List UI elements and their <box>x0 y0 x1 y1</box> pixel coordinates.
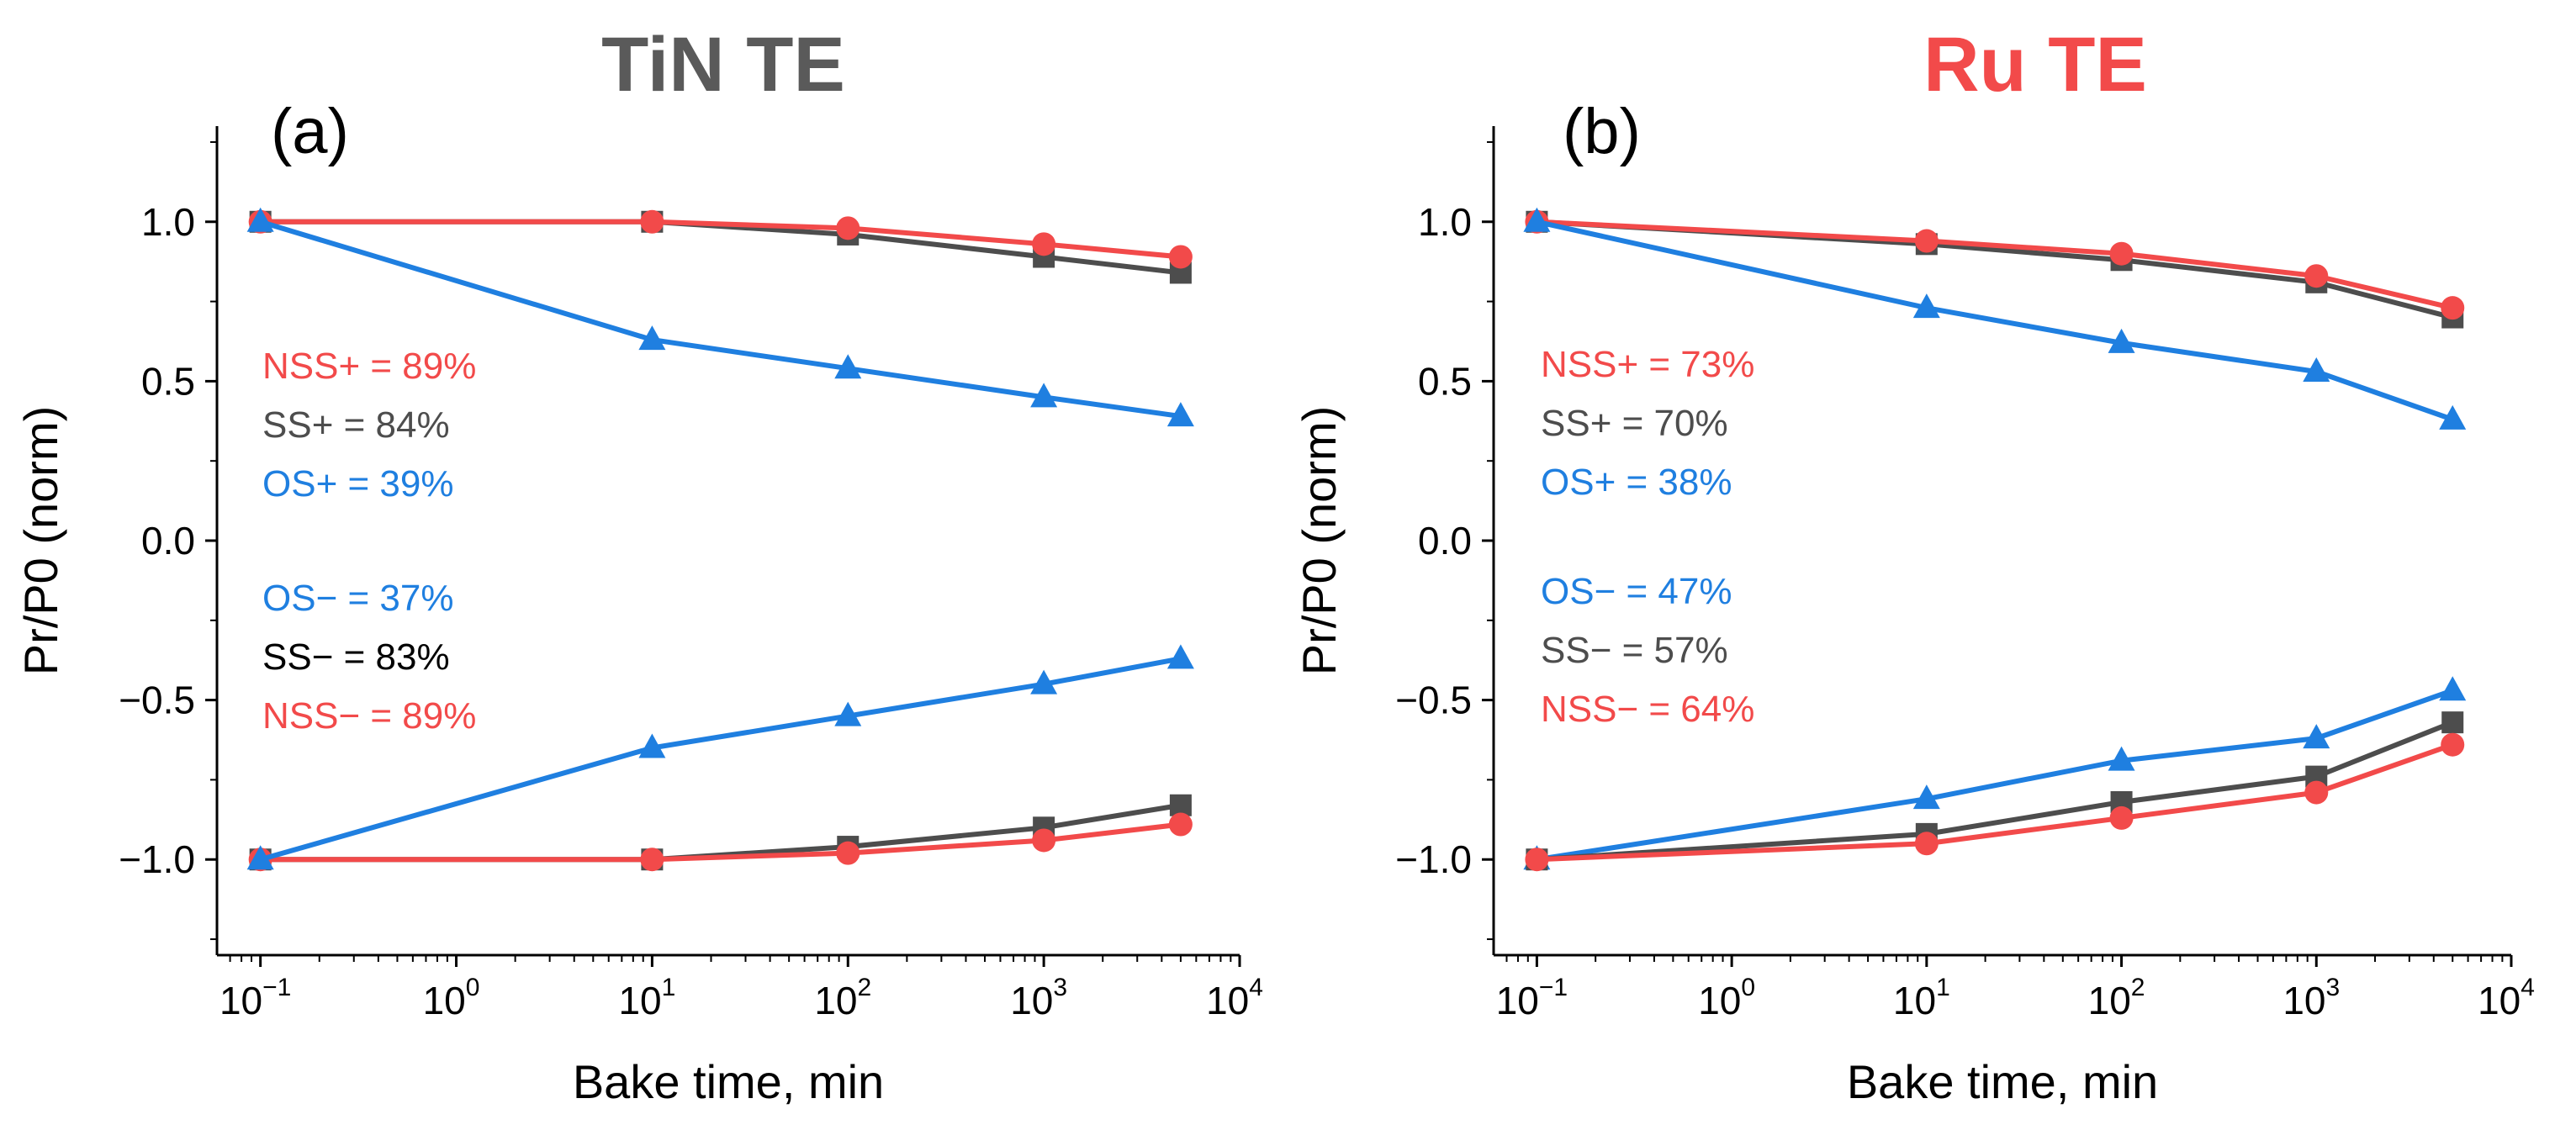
panel-label: (b) <box>1563 96 1641 167</box>
chart-panel-b: Ru TE (b) −1.0 −0.5 0.0 0.5 1.0 10−1 100 101 102 10… <box>1293 22 2535 1108</box>
x-tick-label: 10−1 <box>220 974 291 1022</box>
data-point-NSS+ <box>640 209 664 234</box>
y-tick-label: 0.0 <box>1418 519 1472 562</box>
annotation-text: NSS− = 64% <box>1541 689 1754 730</box>
data-point-NSS+ <box>1914 229 1939 253</box>
y-tick-label: 1.0 <box>1418 200 1472 244</box>
y-axis-label: Pr/P0 (norm) <box>1293 406 1346 676</box>
data-point-NSS− <box>2304 780 2329 805</box>
annotation-text: OS+ = 38% <box>1541 462 1732 503</box>
data-point-OS+ <box>1912 293 1940 319</box>
y-tick-label: −1.0 <box>1395 837 1472 881</box>
x-tick-label: 104 <box>2478 974 2535 1022</box>
data-point-NSS− <box>1914 832 1939 856</box>
annotation-text: NSS− = 89% <box>262 695 476 737</box>
data-point-NSS+ <box>836 216 860 240</box>
annotation-text: SS− = 57% <box>1541 630 1728 671</box>
x-tick-label: 104 <box>1206 974 1263 1022</box>
data-point-NSS− <box>2441 732 2465 757</box>
data-point-OS− <box>2303 724 2330 749</box>
data-point-OS+ <box>834 354 862 379</box>
data-point-NSS− <box>2109 805 2134 830</box>
x-tick-label: 102 <box>2088 974 2145 1022</box>
chart-title: TiN TE <box>601 22 845 108</box>
x-axis-label: Bake time, min <box>1847 1055 2158 1108</box>
data-point-OS− <box>2439 676 2467 701</box>
data-point-OS+ <box>246 207 274 232</box>
data-point-OS− <box>834 701 862 726</box>
x-axis-label: Bake time, min <box>573 1055 884 1108</box>
data-point-OS− <box>246 845 274 870</box>
chart-panel-a: TiN TE (a) −1.0 −0.5 0.0 0.5 1.0 10−1 100 101 102 1… <box>14 22 1263 1108</box>
x-tick-label: 101 <box>1893 974 1950 1022</box>
x-tick-label: 101 <box>618 974 675 1022</box>
x-tick-label: 10−1 <box>1496 974 1568 1022</box>
data-point-NSS+ <box>1168 245 1193 269</box>
annotation-text: OS− = 37% <box>262 578 453 619</box>
annotation-text: SS+ = 84% <box>262 404 450 446</box>
annotation-text: NSS+ = 73% <box>1541 344 1754 385</box>
data-point-OS− <box>1166 644 1194 669</box>
data-point-NSS− <box>1032 828 1056 853</box>
data-point-NSS− <box>836 841 860 865</box>
data-point-OS+ <box>1166 402 1194 427</box>
data-point-OS+ <box>2303 357 2330 383</box>
annotation-text: OS+ = 39% <box>262 463 453 504</box>
data-point-NSS+ <box>1032 232 1056 256</box>
y-tick-label: −0.5 <box>1395 679 1472 722</box>
data-point-NSS+ <box>2441 296 2465 320</box>
y-axis-label: Pr/P0 (norm) <box>14 406 67 676</box>
x-tick-label: 100 <box>1698 974 1755 1022</box>
x-tick-label: 103 <box>1010 974 1067 1022</box>
data-point-OS− <box>1912 784 1940 810</box>
annotation-text: OS− = 47% <box>1541 571 1732 612</box>
panel-label: (a) <box>271 96 349 167</box>
annotation-text: SS+ = 70% <box>1541 403 1728 444</box>
chart-title: Ru TE <box>1923 22 2147 108</box>
y-tick-label: −1.0 <box>119 837 195 881</box>
data-point-NSS+ <box>2304 264 2329 288</box>
data-point-OS− <box>638 733 666 758</box>
data-point-SS− <box>1169 794 1192 816</box>
x-tick-label: 103 <box>2282 974 2340 1022</box>
y-tick-label: 0.0 <box>141 519 195 562</box>
data-point-OS+ <box>1523 207 1551 232</box>
data-point-NSS+ <box>2109 241 2134 266</box>
x-tick-label: 100 <box>423 974 480 1022</box>
annotation-text: NSS+ = 89% <box>262 346 476 387</box>
y-tick-label: 0.5 <box>1418 359 1472 403</box>
data-point-NSS− <box>1168 812 1193 837</box>
data-point-OS+ <box>2108 328 2135 353</box>
data-point-SS− <box>2441 711 2464 734</box>
data-point-OS− <box>2108 746 2135 771</box>
data-point-NSS− <box>640 848 664 872</box>
data-point-OS− <box>1030 669 1058 694</box>
data-point-OS+ <box>638 325 666 351</box>
data-point-OS+ <box>2439 404 2467 430</box>
y-tick-label: −0.5 <box>119 679 195 722</box>
data-point-NSS− <box>1525 848 1549 872</box>
data-point-OS+ <box>1030 383 1058 408</box>
annotation-text: SS− = 83% <box>262 636 450 678</box>
x-tick-label: 102 <box>814 974 871 1022</box>
y-tick-label: 0.5 <box>141 359 195 403</box>
y-tick-label: 1.0 <box>141 200 195 244</box>
